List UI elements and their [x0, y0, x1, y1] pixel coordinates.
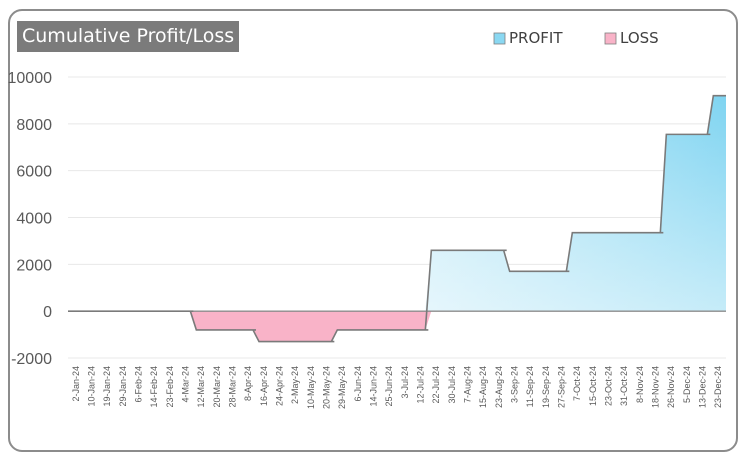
legend-label-loss: LOSS	[620, 29, 659, 47]
x-tick-label: 27-Sep-24	[557, 366, 567, 408]
x-tick-label: 20-Mar-24	[212, 366, 222, 408]
x-tick-label: 7-Oct-24	[572, 366, 582, 401]
x-tick-label: 7-Aug-24	[463, 366, 473, 403]
x-tick-label: 20-May-24	[322, 366, 332, 409]
x-tick-label: 31-Oct-24	[619, 366, 629, 406]
legend-swatch-loss	[604, 32, 617, 45]
y-tick-label: 0	[43, 304, 52, 321]
x-tick-label: 16-Apr-24	[259, 366, 269, 406]
x-tick-label: 28-Mar-24	[228, 366, 238, 408]
y-tick-label: 8000	[16, 117, 52, 134]
x-tick-label: 6-Feb-24	[134, 366, 144, 403]
x-tick-label: 25-Jun-24	[384, 366, 394, 407]
x-tick-label: 3-Sep-24	[510, 366, 520, 403]
x-tick-label: 30-Jul-24	[447, 366, 457, 404]
x-tick-label: 24-Apr-24	[275, 366, 285, 406]
x-tick-label: 26-Nov-24	[666, 366, 676, 408]
x-tick-label: 10-Jan-24	[87, 366, 97, 407]
x-tick-label: 2-Jan-24	[71, 366, 81, 402]
x-tick-label: 13-Dec-24	[698, 366, 708, 408]
x-tick-label: 19-Jan-24	[102, 366, 112, 407]
x-tick-label: 19-Sep-24	[541, 366, 551, 408]
x-tick-label: 23-Oct-24	[604, 366, 614, 406]
y-tick-label: 2000	[16, 257, 52, 274]
legend: PROFIT LOSS	[493, 29, 659, 47]
y-tick-label: 10000	[8, 70, 53, 87]
x-tick-label: 29-May-24	[337, 366, 347, 409]
x-tick-label: 6-Jun-24	[353, 366, 363, 402]
chart-title: Cumulative Profit/Loss	[17, 21, 240, 52]
x-tick-label: 8-Apr-24	[243, 366, 253, 401]
x-tick-label: 22-Jul-24	[431, 366, 441, 404]
x-tick-label: 23-Feb-24	[165, 366, 175, 408]
x-tick-label: 12-Mar-24	[196, 366, 206, 408]
x-tick-label: 23-Dec-24	[713, 366, 723, 408]
y-tick-label: 4000	[16, 211, 52, 228]
axis-layer: 10000 8000 6000 4000 2000 0 -2000 2-Jan-24 10-Ja…	[8, 70, 724, 409]
x-tick-label: 14-Jun-24	[369, 366, 379, 407]
x-tick-label: 8-Nov-24	[635, 366, 645, 403]
y-tick-label: -2000	[11, 351, 52, 368]
x-tick-label: 14-Feb-24	[149, 366, 159, 408]
y-tick-label: 6000	[16, 164, 52, 181]
series-line	[68, 94, 726, 343]
x-tick-label: 23-Aug-24	[494, 366, 504, 408]
x-tick-label: 18-Nov-24	[651, 366, 661, 408]
x-tick-label: 4-Mar-24	[181, 366, 191, 403]
x-tick-label: 10-May-24	[306, 366, 316, 409]
area-layer	[68, 94, 726, 343]
x-tick-label: 29-Jan-24	[118, 366, 128, 407]
x-tick-label: 15-Aug-24	[478, 366, 488, 408]
x-tick-label: 3-Jul-24	[400, 366, 410, 399]
chart-frame	[8, 9, 738, 452]
x-tick-label: 5-Dec-24	[682, 366, 692, 403]
profit-area-shade	[68, 95, 726, 312]
legend-swatch-profit	[493, 32, 506, 45]
legend-label-profit: PROFIT	[509, 29, 563, 47]
loss-area	[68, 311, 726, 342]
x-tick-label: 11-Sep-24	[525, 366, 535, 407]
x-tick-label: 2-May-24	[290, 366, 300, 404]
x-tick-label: 15-Oct-24	[588, 366, 598, 406]
x-tick-label: 12-Jul-24	[416, 366, 426, 404]
